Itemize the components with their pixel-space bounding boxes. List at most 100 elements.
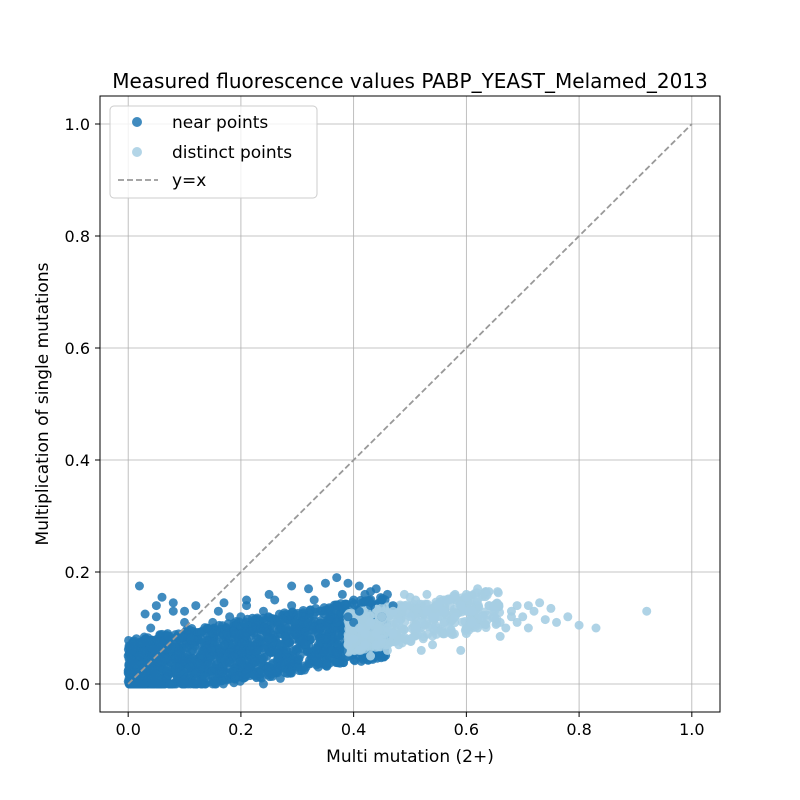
reference-line (127, 123, 693, 685)
distinct-point (529, 606, 539, 616)
near-point (247, 640, 257, 650)
near-point (182, 643, 192, 653)
near-point (295, 650, 305, 660)
near-point (343, 612, 353, 622)
chart-title: Measured fluorescence values PABP_YEAST_… (112, 69, 708, 93)
near-point (276, 640, 286, 650)
near-point (331, 658, 341, 668)
near-point (247, 623, 257, 633)
near-point (253, 645, 263, 655)
distinct-point (501, 623, 511, 633)
y-tick-label: 0.4 (65, 451, 90, 470)
plot-frame (99, 95, 721, 713)
legend-box (109, 105, 318, 199)
distinct-point (366, 617, 376, 627)
near-point (244, 663, 254, 673)
distinct-point (428, 623, 438, 633)
near-point (151, 669, 161, 679)
distinct-point (493, 588, 503, 598)
near-point (298, 612, 308, 622)
near-point (304, 584, 314, 594)
distinct-point (563, 612, 573, 622)
near-point (180, 606, 190, 616)
near-point (264, 634, 274, 644)
near-point (134, 581, 144, 591)
near-point (275, 673, 285, 683)
near-point (320, 634, 330, 644)
near-point (264, 589, 274, 599)
distinct-point (444, 623, 454, 633)
near-point (177, 632, 187, 642)
distinct-point (371, 629, 381, 639)
distinct-point (439, 617, 449, 627)
y-tick-label: 1.0 (65, 115, 90, 134)
near-point (343, 578, 353, 588)
distinct-point (354, 645, 364, 655)
near-point (140, 634, 150, 644)
near-point (366, 601, 376, 611)
near-point (162, 644, 172, 654)
distinct-point (388, 606, 398, 616)
y-tick-label: 0.0 (65, 675, 90, 694)
near-point (185, 662, 195, 672)
distinct-point (450, 612, 460, 622)
near-point (225, 612, 235, 622)
near-point (326, 606, 336, 616)
near-point (174, 645, 184, 655)
distinct-point (405, 634, 415, 644)
x-tick-label: 0.6 (454, 720, 479, 739)
reference-line-y-equals-x (127, 123, 693, 685)
legend-marker-near-points (132, 117, 142, 127)
near-point (191, 601, 201, 611)
near-point (298, 634, 308, 644)
near-point (281, 645, 291, 655)
distinct-point (512, 601, 522, 611)
distinct-point (354, 623, 364, 633)
x-tick-label: 0.2 (228, 720, 253, 739)
distinct-point (495, 631, 505, 641)
distinct-point (360, 629, 370, 639)
near-point (196, 650, 206, 660)
near-point (349, 617, 359, 627)
distinct-point (412, 604, 422, 614)
distinct-point (422, 589, 432, 599)
near-point (202, 623, 212, 633)
near-point (208, 651, 218, 661)
near-point (163, 629, 173, 639)
legend: near points distinct points y=x (109, 105, 318, 199)
near-point (304, 640, 314, 650)
distinct-point (523, 623, 533, 633)
near-point (332, 617, 342, 627)
near-point (213, 606, 223, 616)
distinct-point (473, 623, 483, 633)
near-point (178, 656, 188, 666)
distinct-point (343, 640, 353, 650)
near-point (179, 675, 189, 685)
distinct-point (399, 601, 409, 611)
axis-ticks: 0.0 0.2 0.4 0.6 0.8 1.0 0.0 0.2 0.4 0.6 0.8 1.0 (65, 115, 705, 739)
legend-label-distinct-points: distinct points (172, 143, 292, 163)
distinct-point (349, 634, 359, 644)
near-point (357, 652, 367, 662)
near-point (292, 662, 302, 672)
distinct-point (481, 620, 491, 630)
near-point (239, 619, 249, 629)
distinct-point (416, 629, 426, 639)
x-axis-label: Multi mutation (2+) (326, 747, 494, 767)
distinct-point (433, 612, 443, 622)
near-point (168, 598, 178, 608)
near-point (309, 595, 319, 605)
distinct-point (484, 587, 494, 597)
near-point (326, 645, 336, 655)
near-point (149, 650, 159, 660)
near-point (275, 617, 285, 627)
distinct-point (377, 612, 387, 622)
near-point (165, 679, 175, 689)
near-point (337, 589, 347, 599)
near-point (324, 614, 334, 624)
y-axis-label: Multiplication of single mutations (33, 262, 53, 545)
near-point (340, 599, 350, 609)
near-point (292, 629, 302, 639)
legend-label-reference-line: y=x (172, 171, 206, 191)
near-point (208, 679, 218, 689)
